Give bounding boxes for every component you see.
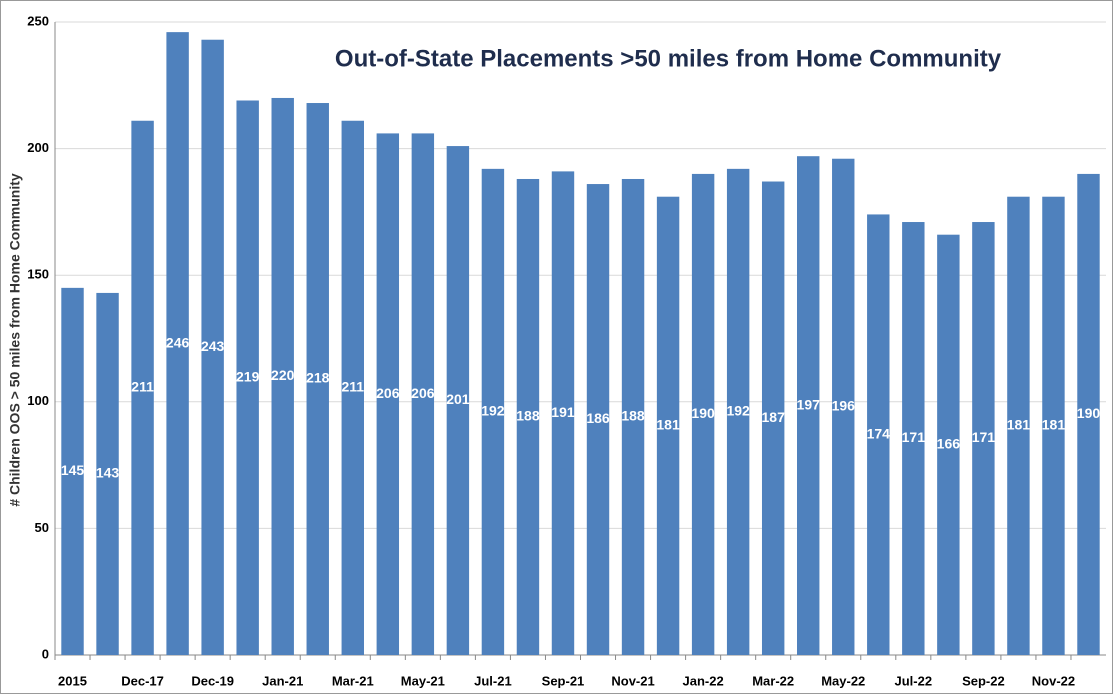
- data-label: 192: [481, 403, 505, 419]
- data-label: 196: [832, 398, 856, 414]
- bar: [411, 133, 435, 655]
- x-tick-label: Nov-21: [611, 673, 654, 688]
- data-label: 143: [96, 465, 120, 481]
- data-label: 188: [621, 408, 645, 424]
- x-tick-label: Sep-21: [542, 673, 585, 688]
- bar: [656, 196, 680, 655]
- bar: [201, 39, 224, 655]
- y-axis-label: # Children OOS > 50 miles from Home Comm…: [7, 173, 23, 507]
- x-tick-label: Mar-22: [752, 673, 794, 688]
- data-label: 188: [516, 408, 540, 424]
- data-label: 206: [411, 385, 435, 401]
- y-tick-label: 0: [42, 646, 49, 661]
- data-label: 145: [61, 462, 85, 478]
- data-label: 211: [341, 379, 364, 395]
- bar: [61, 287, 84, 655]
- bar: [481, 168, 505, 655]
- data-label: 166: [937, 436, 961, 452]
- x-tick-label: Jan-21: [262, 673, 303, 688]
- bar: [867, 214, 890, 655]
- chart-title: Out-of-State Placements >50 miles from H…: [335, 45, 1002, 72]
- data-label: 191: [551, 404, 575, 420]
- y-tick-label: 150: [27, 267, 49, 282]
- bar: [797, 156, 820, 656]
- bar: [446, 146, 470, 655]
- bar: [726, 168, 750, 655]
- data-label: 243: [201, 338, 225, 354]
- bar: [586, 184, 610, 655]
- x-tick-label: 2015: [58, 673, 87, 688]
- bar: [551, 171, 575, 655]
- bar: [271, 97, 294, 655]
- x-tick-label: Jul-22: [895, 673, 933, 688]
- data-label: 201: [446, 391, 470, 407]
- y-tick-label: 50: [35, 520, 49, 535]
- x-tick-label: Nov-22: [1032, 673, 1075, 688]
- data-label: 197: [797, 396, 821, 412]
- x-tick-label: Mar-21: [332, 673, 374, 688]
- data-label: 190: [691, 405, 715, 421]
- data-label: 181: [1007, 417, 1031, 433]
- y-tick-label: 250: [27, 13, 49, 28]
- data-label: 246: [166, 334, 190, 350]
- data-label: 192: [726, 403, 750, 419]
- data-label: 206: [376, 385, 400, 401]
- bar: [306, 103, 329, 656]
- data-label: 186: [586, 410, 610, 426]
- bar: [341, 120, 364, 656]
- data-label: 211: [131, 379, 154, 395]
- data-label: 220: [271, 367, 295, 383]
- bar: [516, 178, 540, 655]
- bar: [832, 158, 855, 655]
- x-tick-label: Dec-17: [121, 673, 164, 688]
- bar: [236, 100, 259, 655]
- bar: [1042, 196, 1065, 655]
- x-tick-label: May-22: [821, 673, 865, 688]
- bar: [691, 173, 715, 656]
- bar: [972, 222, 995, 655]
- data-label: 171: [972, 429, 996, 445]
- x-tick-label: Dec-19: [191, 673, 234, 688]
- bar: [376, 133, 400, 655]
- bar: [902, 222, 925, 655]
- bar: [96, 292, 119, 655]
- bar: [761, 181, 785, 656]
- y-tick-label: 100: [27, 393, 49, 408]
- data-label: 171: [902, 429, 926, 445]
- bar: [621, 178, 645, 655]
- y-tick-label: 200: [27, 140, 49, 155]
- data-label: 190: [1077, 405, 1101, 421]
- x-tick-label: May-21: [401, 673, 445, 688]
- x-tick-label: Sep-22: [962, 673, 1005, 688]
- data-label: 218: [306, 370, 330, 386]
- data-label: 174: [867, 425, 891, 441]
- data-label: 181: [656, 417, 680, 433]
- bar: [1007, 196, 1030, 655]
- bar: [131, 120, 154, 656]
- x-tick-label: Jan-22: [683, 673, 724, 688]
- data-label: 181: [1042, 417, 1066, 433]
- bar: [937, 234, 960, 656]
- data-label: 219: [236, 368, 260, 384]
- bar: [1077, 173, 1100, 656]
- bar: [166, 32, 189, 656]
- data-label: 187: [762, 409, 786, 425]
- x-tick-label: Jul-21: [474, 673, 512, 688]
